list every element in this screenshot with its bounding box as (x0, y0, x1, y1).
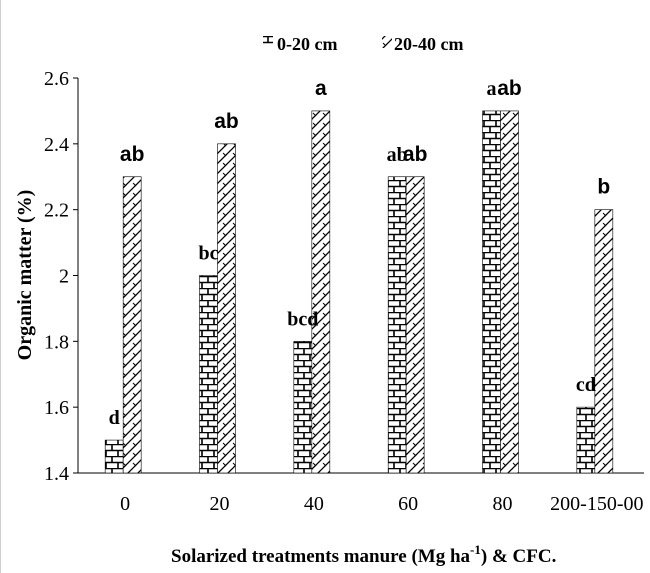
bar-0-20cm (387, 176, 407, 474)
bar-0-20cm (482, 110, 501, 474)
x-tick-label: 80 (493, 493, 513, 515)
x-axis-title-sup: -1 (470, 542, 481, 557)
bar-20-40cm (594, 209, 614, 474)
y-tick-label: 1.8 (44, 331, 69, 353)
bar-0-20cm (104, 439, 124, 474)
bar-group (104, 110, 614, 474)
bar-significance-label: ab (120, 143, 145, 166)
x-tick-label: 60 (398, 493, 418, 515)
x-tick-label: 40 (304, 493, 324, 515)
x-tick-label: 0 (120, 493, 130, 515)
bar-significance-label: ab (214, 110, 239, 133)
y-tick-group: 1.4 1.6 1.8 2 2.2 2.4 2.6 (44, 68, 78, 485)
legend-label-20-40: 20-40 cm (394, 34, 463, 54)
bar-20-40cm (405, 176, 425, 474)
bar-significance-label: bcd (287, 308, 318, 330)
y-axis-title: Organic matter (%) (14, 190, 36, 361)
y-tick-label: 2.2 (44, 200, 69, 222)
bar-20-40cm (500, 110, 519, 474)
bar-0-20cm (576, 406, 596, 474)
x-tick-group: 0 20 40 60 80 200-150-00 (120, 493, 643, 515)
legend: 0-20 cm 20-40 cm (263, 34, 463, 54)
legend-label-0-20: 0-20 cm (277, 34, 337, 54)
bar-20-40cm (217, 143, 236, 474)
bar-0-20cm (199, 275, 218, 474)
y-tick-label: 1.6 (44, 397, 69, 419)
x-axis-title-tail: ) & CFC. (481, 546, 556, 567)
x-axis-title-main: Solarized treatments manure (Mg ha (171, 546, 471, 567)
y-tick-label: 2.4 (44, 134, 69, 156)
bar-significance-label: a (315, 77, 327, 100)
legend-swatch-20-40 (382, 36, 392, 48)
bar-0-20cm (293, 341, 313, 474)
bar-significance-label: ab (403, 143, 428, 166)
legend-swatch-0-20 (263, 36, 273, 48)
bar-significance-label: cd (576, 374, 596, 396)
x-axis-title: Solarized treatments manure (Mg ha-1) & … (171, 542, 556, 567)
bar-20-40cm (122, 176, 142, 474)
bar-significance-label: ab (387, 144, 408, 166)
bar-significance-label: b (597, 176, 610, 199)
y-tick-label: 2.6 (44, 68, 69, 90)
bar-significance-label: d (109, 407, 120, 429)
x-tick-label: 20 (210, 493, 230, 515)
bar-significance-label: ab (497, 77, 522, 100)
bar-20-40cm (311, 110, 331, 474)
y-tick-label: 1.4 (44, 463, 69, 485)
bar-significance-label: a (487, 78, 497, 100)
x-tick-label: 200-150-00 (550, 493, 643, 515)
bar-significance-label: bc (199, 243, 219, 265)
y-tick-label: 2 (59, 266, 69, 288)
